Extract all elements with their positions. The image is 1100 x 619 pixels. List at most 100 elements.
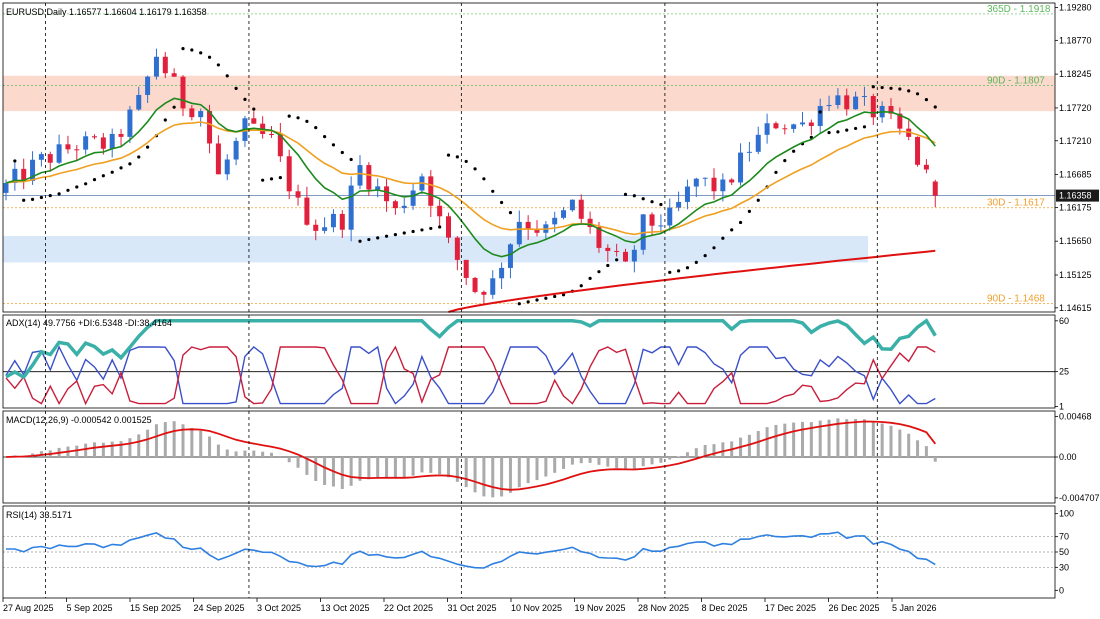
sar-dot bbox=[84, 182, 88, 186]
macd-histogram-bar bbox=[464, 457, 468, 488]
candle-body bbox=[817, 106, 823, 126]
macd-histogram-bar bbox=[349, 457, 353, 486]
sar-dot bbox=[915, 92, 920, 96]
candle-body bbox=[295, 191, 301, 198]
sar-dot bbox=[703, 254, 707, 258]
macd-histogram-bar bbox=[287, 457, 291, 463]
macd-histogram-bar bbox=[243, 450, 247, 457]
macd-histogram-bar bbox=[880, 423, 884, 457]
macd-histogram-bar bbox=[429, 457, 433, 473]
price-level-label: 90D - 1.1468 bbox=[987, 294, 1045, 305]
y-axis-tick-label: 0.00 bbox=[1059, 452, 1077, 462]
candle-body bbox=[162, 56, 168, 74]
sar-dot bbox=[393, 232, 397, 237]
candle-body bbox=[853, 96, 859, 110]
candle-body bbox=[738, 152, 744, 183]
candle-body bbox=[118, 133, 124, 137]
candle-body bbox=[791, 124, 797, 129]
support-zone bbox=[3, 236, 868, 263]
sar-dot bbox=[783, 159, 787, 163]
price-level-label: 30D - 1.1617 bbox=[987, 198, 1045, 209]
y-axis-tick-label: 1.16685 bbox=[1059, 170, 1092, 180]
candle-body bbox=[153, 56, 159, 77]
macd-histogram-bar bbox=[606, 457, 610, 467]
macd-histogram-bar bbox=[491, 457, 495, 498]
macd-histogram-bar bbox=[323, 457, 327, 486]
sar-dot bbox=[730, 228, 734, 232]
candle-body bbox=[923, 164, 929, 170]
macd-histogram-bar bbox=[579, 457, 583, 464]
y-axis-tick-label: 1.18770 bbox=[1059, 35, 1092, 45]
x-axis-tick-label: 10 Nov 2025 bbox=[511, 603, 562, 613]
macd-histogram-bar bbox=[747, 434, 751, 457]
macd-histogram-bar bbox=[199, 430, 203, 457]
candle-body bbox=[835, 95, 841, 106]
macd-histogram-bar bbox=[765, 427, 769, 457]
sar-dot bbox=[438, 225, 442, 229]
sar-dot bbox=[597, 270, 601, 274]
sar-dot bbox=[880, 85, 884, 90]
sar-dot bbox=[207, 55, 212, 59]
sar-dot bbox=[358, 239, 362, 243]
sar-dot bbox=[269, 177, 274, 181]
macd-histogram-bar bbox=[270, 452, 273, 457]
macd-histogram-bar bbox=[836, 418, 840, 457]
x-axis-tick-label: 24 Sep 2025 bbox=[194, 603, 245, 613]
macd-histogram-bar bbox=[367, 457, 371, 480]
candle-body bbox=[481, 291, 487, 295]
candle-body bbox=[587, 218, 593, 228]
sar-dot bbox=[314, 125, 318, 130]
macd-histogram-bar bbox=[668, 457, 672, 460]
price-panel: 365D - 1.1918 90D - 1.1807 30D - 1.1617 90D… bbox=[3, 4, 1055, 313]
sar-dot bbox=[535, 298, 539, 302]
candle-body bbox=[277, 134, 283, 157]
candle-body bbox=[357, 165, 363, 186]
candle-body bbox=[109, 133, 115, 149]
macd-histogram-bar bbox=[278, 455, 282, 457]
resistance-zone bbox=[3, 75, 1055, 112]
candle-body bbox=[472, 277, 478, 292]
candle-body bbox=[800, 122, 805, 125]
y-axis-tick-label: 1.16175 bbox=[1059, 202, 1092, 212]
candle-body bbox=[251, 118, 257, 124]
sar-dot bbox=[738, 220, 743, 225]
candle-body bbox=[578, 199, 584, 219]
candle-body bbox=[392, 201, 398, 209]
macd-histogram-bar bbox=[562, 457, 566, 469]
sar-dot bbox=[225, 74, 229, 78]
macd-histogram-bar bbox=[482, 457, 486, 497]
sar-dot bbox=[694, 260, 698, 265]
sar-dot bbox=[792, 149, 796, 153]
candle-body bbox=[693, 178, 699, 187]
sar-dot bbox=[172, 105, 176, 109]
macd-histogram-bar bbox=[898, 429, 902, 457]
sar-dot bbox=[818, 110, 822, 114]
sar-dot bbox=[199, 51, 203, 55]
macd-histogram-bar bbox=[225, 449, 229, 457]
candle-body bbox=[21, 168, 27, 181]
candle-body bbox=[410, 190, 416, 206]
candle-body bbox=[65, 144, 71, 150]
sar-dot bbox=[376, 236, 380, 240]
macd-histogram-bar bbox=[172, 421, 176, 457]
sar-dot bbox=[323, 134, 327, 139]
macd-histogram-bar bbox=[181, 424, 185, 457]
y-axis-tick-label: 0 bbox=[1059, 585, 1064, 595]
candle-body bbox=[888, 105, 894, 114]
sar-dot bbox=[641, 197, 645, 201]
sar-dot bbox=[871, 85, 875, 89]
sar-dot bbox=[119, 166, 123, 170]
sar-dot bbox=[190, 48, 194, 52]
y-axis-tick-label: 25 bbox=[1059, 367, 1069, 377]
sar-dot bbox=[907, 89, 911, 93]
sar-dot bbox=[561, 293, 566, 297]
sar-dot bbox=[296, 116, 300, 120]
candle-body bbox=[649, 214, 655, 226]
candle-body bbox=[614, 250, 620, 252]
macd-histogram-bar bbox=[234, 451, 238, 457]
sar-dot bbox=[508, 211, 513, 215]
candle-body bbox=[605, 247, 611, 251]
candle-body bbox=[711, 177, 717, 192]
macd-panel-title: MACD(12,26,9) -0.000542 0.001525 bbox=[6, 415, 152, 425]
